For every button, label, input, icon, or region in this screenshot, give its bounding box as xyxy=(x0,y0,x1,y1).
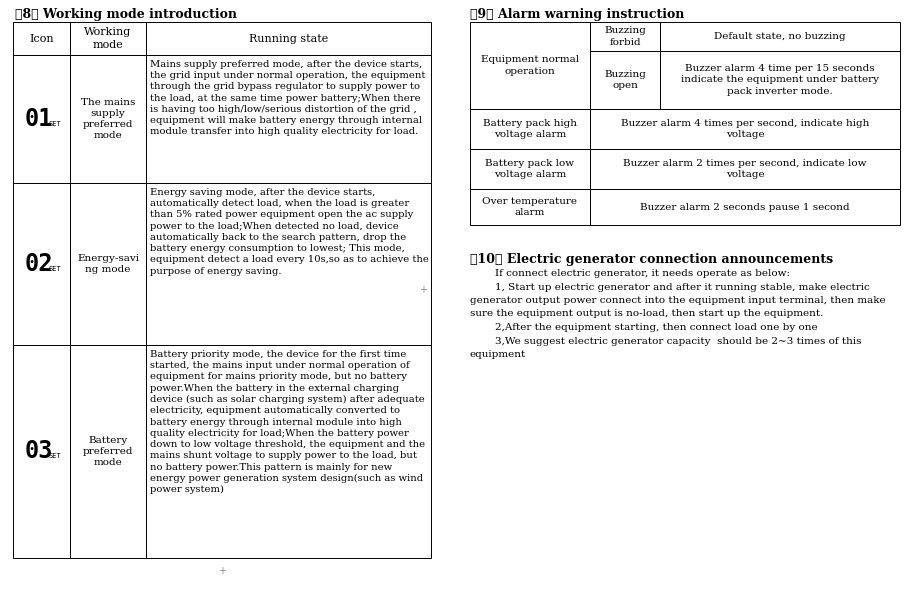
Bar xyxy=(590,51,660,109)
Bar xyxy=(590,22,660,51)
Text: 03: 03 xyxy=(25,439,53,464)
Bar xyxy=(660,51,900,109)
Bar xyxy=(13,55,70,183)
Text: Working
mode: Working mode xyxy=(85,27,131,49)
Text: 02: 02 xyxy=(25,252,53,276)
Text: +: + xyxy=(419,285,427,295)
Text: 01: 01 xyxy=(25,107,53,131)
Text: Battery pack low
voltage alarm: Battery pack low voltage alarm xyxy=(486,159,575,179)
Text: Energy saving mode, after the device starts,
automatically detect load, when the: Energy saving mode, after the device sta… xyxy=(150,188,429,276)
Text: Buzzer alarm 4 time per 15 seconds
indicate the equipment under battery
pack inv: Buzzer alarm 4 time per 15 seconds indic… xyxy=(681,64,879,95)
Bar xyxy=(660,22,900,51)
Text: Buzzing
open: Buzzing open xyxy=(604,70,646,90)
Text: 2,After the equipment starting, then connect load one by one: 2,After the equipment starting, then con… xyxy=(495,323,818,332)
Text: SET: SET xyxy=(48,454,61,460)
Text: Battery
preferred
mode: Battery preferred mode xyxy=(83,436,133,467)
Bar xyxy=(13,22,70,55)
Text: generator output power connect into the equipment input terminal, then make: generator output power connect into the … xyxy=(470,296,885,305)
Text: equipment: equipment xyxy=(470,350,527,359)
Text: Buzzer alarm 2 times per second, indicate low
voltage: Buzzer alarm 2 times per second, indicat… xyxy=(623,159,866,179)
Text: The mains
supply
preferred
mode: The mains supply preferred mode xyxy=(81,98,135,140)
Bar xyxy=(13,345,70,558)
Text: Battery pack high
voltage alarm: Battery pack high voltage alarm xyxy=(483,119,577,139)
Text: Energy-savi
ng mode: Energy-savi ng mode xyxy=(77,254,139,274)
Text: Buzzer alarm 4 times per second, indicate high
voltage: Buzzer alarm 4 times per second, indicat… xyxy=(620,119,869,139)
Bar xyxy=(146,345,431,558)
Text: （10） Electric generator connection announcements: （10） Electric generator connection annou… xyxy=(470,253,834,266)
Bar xyxy=(470,149,590,189)
Text: Buzzer alarm 2 seconds pause 1 second: Buzzer alarm 2 seconds pause 1 second xyxy=(640,203,850,212)
Bar xyxy=(590,109,900,149)
Text: SET: SET xyxy=(48,266,61,272)
Text: Running state: Running state xyxy=(249,33,328,44)
Text: Mains supply preferred mode, after the device starts,
the grid input under norma: Mains supply preferred mode, after the d… xyxy=(150,60,425,136)
Text: Buzzing
forbid: Buzzing forbid xyxy=(604,26,646,46)
Text: sure the equipment output is no-load, then start up the equipment.: sure the equipment output is no-load, th… xyxy=(470,309,824,318)
Bar xyxy=(70,55,146,183)
Bar xyxy=(70,345,146,558)
Text: If connect electric generator, it needs operate as below:: If connect electric generator, it needs … xyxy=(495,269,790,278)
Bar xyxy=(13,183,70,345)
Text: Default state, no buzzing: Default state, no buzzing xyxy=(714,32,845,41)
Bar xyxy=(70,183,146,345)
Text: Battery priority mode, the device for the first time
started, the mains input un: Battery priority mode, the device for th… xyxy=(150,350,425,494)
Text: 1, Start up electric generator and after it running stable, make electric: 1, Start up electric generator and after… xyxy=(495,283,870,291)
Bar xyxy=(590,189,900,225)
Bar xyxy=(146,55,431,183)
Text: （9） Alarm warning instruction: （9） Alarm warning instruction xyxy=(470,8,684,21)
Text: +: + xyxy=(218,566,226,576)
Text: SET: SET xyxy=(48,121,61,127)
Bar xyxy=(470,189,590,225)
Bar xyxy=(470,109,590,149)
Bar xyxy=(146,22,431,55)
Text: Icon: Icon xyxy=(29,33,54,44)
Bar xyxy=(146,183,431,345)
Text: （8） Working mode introduction: （8） Working mode introduction xyxy=(15,8,237,21)
Text: Over temperature
alarm: Over temperature alarm xyxy=(483,197,578,217)
Bar xyxy=(470,22,590,109)
Bar xyxy=(590,149,900,189)
Bar xyxy=(70,22,146,55)
Text: 3,We suggest electric generator capacity  should be 2~3 times of this: 3,We suggest electric generator capacity… xyxy=(495,337,862,346)
Text: Equipment normal
operation: Equipment normal operation xyxy=(481,55,579,76)
